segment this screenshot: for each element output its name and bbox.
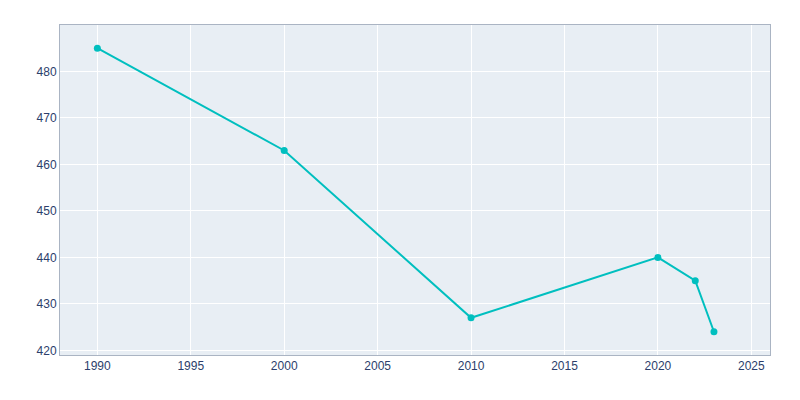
svg-text:1990: 1990 — [84, 359, 111, 373]
svg-text:2010: 2010 — [458, 359, 485, 373]
svg-text:2005: 2005 — [364, 359, 391, 373]
svg-text:430: 430 — [37, 297, 57, 311]
svg-text:480: 480 — [37, 65, 57, 79]
svg-text:450: 450 — [37, 204, 57, 218]
svg-text:1995: 1995 — [177, 359, 204, 373]
svg-text:2025: 2025 — [738, 359, 765, 373]
svg-text:2020: 2020 — [645, 359, 672, 373]
svg-text:420: 420 — [37, 344, 57, 358]
svg-text:2015: 2015 — [551, 359, 578, 373]
svg-text:440: 440 — [37, 251, 57, 265]
svg-text:2000: 2000 — [271, 359, 298, 373]
svg-text:470: 470 — [37, 111, 57, 125]
svg-text:460: 460 — [37, 158, 57, 172]
